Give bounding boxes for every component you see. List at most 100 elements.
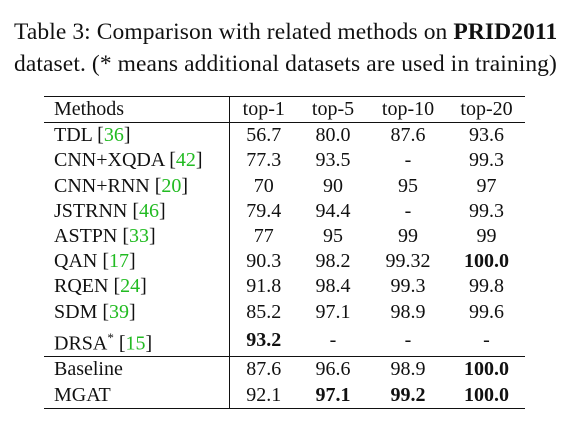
method-name-cell: RQEN [24] [44,274,230,300]
score-cell: 92.1 [229,382,298,409]
score-cell: 100.0 [448,382,525,409]
method-name-cell: CNN+RNN [20] [44,173,230,199]
caption-dataset-name: PRID2011 [453,19,558,45]
header-top-5: top-5 [298,95,368,123]
score-cell: - [404,199,412,222]
table-row: ASTPN [33] 77 95 99 99 [44,223,525,250]
score-cell: 99.8 [469,275,504,298]
score-cell: 99 [398,225,418,248]
table-row: QAN [17] 90.3 98.2 99.32 100.0 [44,249,525,275]
method-name-cell: TDL [36] [44,122,230,149]
table-row: CNN+XQDA [42] 77.3 93.5 - 99.3 [44,148,525,174]
method-name: DRSA [54,332,108,355]
score-cell: 93.2 [246,329,282,352]
table-row: MGAT 92.1 97.1 99.2 100.0 [44,382,525,409]
method-name: Baseline [54,358,123,381]
score-cell: 91.8 [246,275,282,298]
score-cell: 95 [323,225,343,248]
score-cell: 99.2 [368,382,448,409]
method-name: CNN+RNN [54,174,150,197]
citation-link[interactable]: 39 [109,300,130,323]
score-cell: 85.2 [246,300,282,323]
score-cell: 97 [476,174,497,197]
method-name: TDL [54,124,93,147]
related-methods-body: TDL [36] 56.7 80.0 87.6 93.6 CNN+XQDA [42] 77.… [44,122,525,357]
method-name: QAN [54,250,98,273]
score-cell: 99.6 [469,300,504,323]
table-caption: Table 3: Comparison with related methods… [14,16,560,80]
caption-label: Table 3: [14,19,91,45]
method-name: ASTPN [54,225,118,248]
method-name: RQEN [54,275,109,298]
score-cell: 77 [253,225,274,248]
method-name-cell: JSTRNN [46] [44,198,230,224]
table-row: CNN+RNN [20] 70 90 95 97 [44,173,525,199]
score-cell: 97.1 [298,382,368,409]
score-cell: - [404,329,412,352]
score-cell: 90 [323,174,343,197]
method-name-cell: Baseline [44,356,230,383]
method-name-cell: ASTPN [33] [44,223,230,250]
score-cell: 97.1 [315,300,351,323]
comparison-table-container: Methods top-1 top-5 top-10 top-20 TDL [3… [44,95,525,409]
table-row: DRSA* [15] 93.2 - - - [44,324,525,357]
score-cell: - [329,329,337,352]
method-name-cell: CNN+XQDA [42] [44,148,230,174]
table-row: RQEN [24] 91.8 98.4 99.3 99.8 [44,274,525,300]
score-cell: 100.0 [464,250,509,273]
caption-text-after: dataset. (* means additional datasets ar… [14,51,557,77]
citation-link[interactable]: 46 [139,199,160,222]
score-cell: 96.6 [298,356,368,383]
table-row: TDL [36] 56.7 80.0 87.6 93.6 [44,122,525,149]
header-top-10: top-10 [368,95,448,123]
citation-link[interactable]: 36 [103,124,124,147]
score-cell: 99 [476,225,497,248]
method-superscript: * [107,329,114,345]
score-cell: 79.4 [246,199,282,222]
score-cell: 87.6 [229,356,298,383]
method-name: MGAT [54,383,111,406]
score-cell: 90.3 [246,250,282,273]
score-cell: 99.3 [469,199,504,222]
citation-link[interactable]: 24 [120,275,141,298]
header-methods: Methods [44,95,230,123]
score-cell: 99.3 [390,275,426,298]
score-cell: 98.9 [390,300,426,323]
method-name-cell: MGAT [44,382,230,409]
score-cell: 98.4 [315,275,351,298]
table-row: JSTRNN [46] 79.4 94.4 - 99.3 [44,198,525,224]
citation-link[interactable]: 33 [129,225,150,248]
method-name: SDM [54,300,98,323]
comparison-table: Methods top-1 top-5 top-10 top-20 TDL [3… [44,95,525,409]
score-cell: 98.2 [315,250,351,273]
proposed-methods-body: Baseline 87.6 96.6 98.9 100.0 MGAT 92.1 97.1 99.… [44,356,525,409]
score-cell: 80.0 [298,122,368,149]
citation-link[interactable]: 17 [109,250,130,273]
score-cell: 93.6 [448,122,525,149]
method-name-cell: DRSA* [15] [44,324,230,357]
table-row: Baseline 87.6 96.6 98.9 100.0 [44,356,525,383]
score-cell: 77.3 [246,149,282,172]
header-top-1: top-1 [229,95,298,123]
score-cell: - [483,329,490,352]
method-name-cell: QAN [17] [44,249,230,275]
table-header-row: Methods top-1 top-5 top-10 top-20 [44,95,525,123]
caption-text-before: Comparison with related methods on [90,19,454,45]
header-top-20: top-20 [448,95,525,123]
score-cell: 94.4 [315,199,351,222]
score-cell: 87.6 [368,122,448,149]
method-name: CNN+XQDA [54,149,165,172]
citation-link[interactable]: 42 [175,149,196,172]
citation-link[interactable]: 15 [125,332,146,355]
score-cell: 70 [253,174,274,197]
score-cell: 99.32 [385,250,431,273]
score-cell: - [404,149,412,172]
method-name-cell: SDM [39] [44,299,230,325]
score-cell: 98.9 [368,356,448,383]
score-cell: 95 [398,174,418,197]
score-cell: 56.7 [229,122,298,149]
score-cell: 93.5 [315,149,351,172]
score-cell: 99.3 [469,149,504,172]
table-row: SDM [39] 85.2 97.1 98.9 99.6 [44,299,525,325]
citation-link[interactable]: 20 [161,174,182,197]
